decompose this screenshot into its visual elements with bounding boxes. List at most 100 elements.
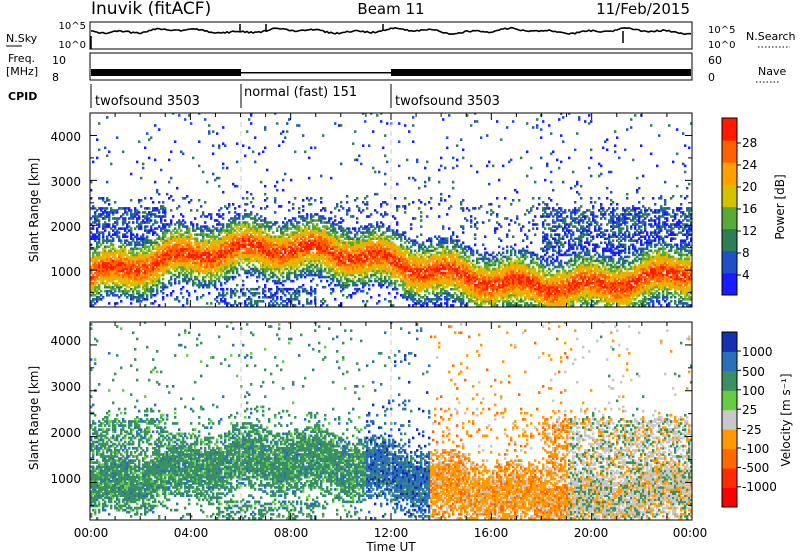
power-cell [360,162,363,166]
power-cell [202,247,205,251]
power-cell [188,114,191,117]
power-cell [96,231,99,234]
power-cell [224,273,227,277]
power-cell [322,257,325,261]
power-cell [356,239,359,242]
power-cell [146,265,149,269]
power-cell [380,120,383,123]
power-cell [320,247,323,251]
power-cell [264,227,267,230]
power-cell [366,253,369,257]
power-cell [264,273,267,277]
power-cell [372,245,375,249]
power-cell [416,302,419,305]
power-cell [228,263,231,267]
power-cell [200,281,203,285]
power-cell [244,213,247,216]
power-cell [244,215,247,218]
power-cell [214,235,217,238]
power-cell [306,302,309,305]
power-cell [92,247,95,251]
power-cell [98,253,101,257]
power-cell [216,213,219,216]
power-cell [204,201,207,204]
power-cell [96,138,99,141]
power-cell [264,271,267,275]
power-cell [238,221,241,224]
power-cell [356,251,359,255]
power-cell [312,241,315,244]
power-cell [174,247,177,251]
power-cell [214,247,217,251]
power-cell [92,289,95,293]
power-cell [322,275,325,279]
power-cell [158,259,161,263]
power-cell [234,215,237,218]
power-cell [126,213,129,216]
power-cell [406,279,409,283]
power-cell [340,217,343,220]
power-cell [144,227,147,230]
power-cell [298,253,301,257]
power-cell [414,241,417,244]
power-cell [266,259,269,263]
power-cell [336,267,339,271]
power-cell [356,267,359,271]
power-cell [398,265,401,269]
power-cell [196,247,199,251]
power-cell [204,267,207,271]
power-cell [266,251,269,255]
power-cell [148,219,151,222]
power-cell [318,231,321,234]
power-cell [144,287,147,291]
power-cell [336,243,339,247]
power-cell [312,255,315,259]
power-cell [270,245,273,249]
power-cell [212,247,215,251]
power-cell [192,257,195,261]
power-cell [110,289,113,293]
power-cell [338,209,341,212]
power-cell [418,199,421,202]
power-cell [362,300,365,303]
power-cell [92,259,95,263]
power-cell [290,247,293,251]
power-cell [320,221,323,224]
power-cell [168,241,171,244]
power-cell [136,285,139,289]
power-cell [130,271,133,275]
power-cell [144,261,147,265]
power-cell [350,215,353,218]
power-cell [258,271,261,275]
power-cell [262,259,265,263]
power-cell [168,259,171,263]
power-cell [394,235,397,238]
power-cell [226,243,229,247]
power-cell [156,273,159,277]
power-cell [414,279,417,283]
power-cell [98,237,101,240]
power-cell [330,241,333,244]
power-cell [320,237,323,240]
power-cell [366,249,369,253]
power-cell [120,281,123,285]
power-cell [108,285,111,289]
power-cell [146,241,149,244]
power-cell [380,251,383,255]
power-cell [184,237,187,240]
power-cell [184,221,187,224]
power-cell [96,235,99,238]
power-cell [318,227,321,230]
power-cell [216,241,219,244]
power-cell [426,261,429,265]
power-cell [272,253,275,257]
power-cell [250,122,253,125]
power-cell [336,257,339,261]
power-cell [386,253,389,257]
power-cell [106,251,109,255]
power-cell [358,229,361,232]
power-cell [126,265,129,269]
power-cell [360,279,363,283]
power-cell [190,263,193,267]
power-cell [358,239,361,242]
